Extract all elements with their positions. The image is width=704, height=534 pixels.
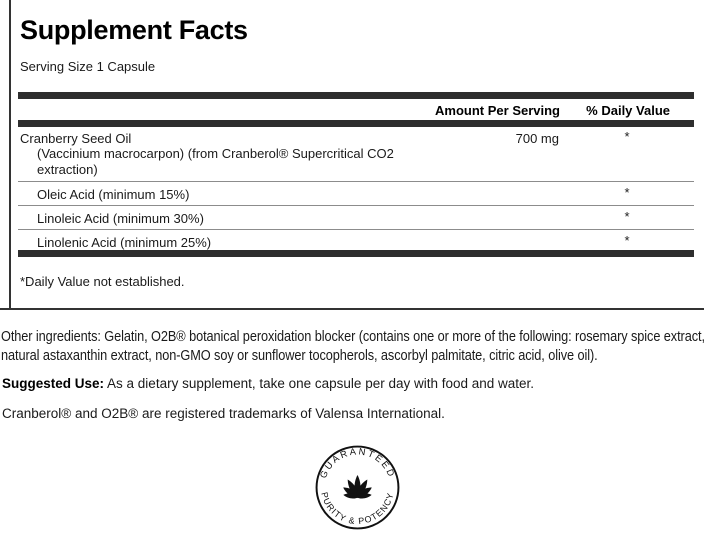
trademark-note: Cranberol® and O2B® are registered trade…	[2, 406, 445, 421]
ingredient-daily-value: *	[624, 185, 630, 200]
column-header-amount: Amount Per Serving	[435, 103, 560, 118]
row-divider	[18, 181, 694, 182]
guaranteed-purity-potency-seal: GUARANTEED PURITY & POTENCY	[315, 445, 400, 530]
thick-divider-top	[18, 92, 694, 99]
suggested-use-body: As a dietary supplement, take one capsul…	[104, 376, 535, 391]
suggested-use-text: Suggested Use: As a dietary supplement, …	[2, 376, 534, 391]
leaf-cluster-icon	[343, 475, 372, 499]
thick-divider-bottom	[18, 250, 694, 257]
ingredient-amount: 700 mg	[515, 131, 559, 146]
ingredient-daily-value: *	[624, 209, 630, 224]
column-header-daily-value: % Daily Value	[586, 103, 670, 118]
ingredient-name: Cranberry Seed Oil	[20, 131, 132, 146]
row-divider	[18, 229, 694, 230]
ingredient-name: Linoleic Acid (minimum 30%)	[37, 211, 204, 226]
thick-divider-header	[18, 120, 694, 127]
panel-title: Supplement Facts	[20, 15, 248, 45]
ingredient-name: Linolenic Acid (minimum 25%)	[37, 235, 212, 250]
other-ingredients-text: Other ingredients: Gelatin, O2B® botanic…	[1, 329, 704, 364]
ingredient-name: Oleic Acid (minimum 15%)	[37, 187, 190, 202]
serving-size: Serving Size 1 Capsule	[20, 59, 156, 74]
ingredient-detail: (Vaccinium macrocarpon) (from Cranberol®…	[37, 146, 394, 177]
ingredient-daily-value: *	[624, 233, 630, 248]
panel-bottom-rule	[0, 308, 704, 310]
row-divider	[18, 205, 694, 206]
panel-left-border	[9, 0, 11, 309]
suggested-use-label: Suggested Use:	[2, 376, 105, 391]
daily-value-footnote: *Daily Value not established.	[20, 274, 185, 289]
ingredient-daily-value: *	[624, 129, 630, 144]
